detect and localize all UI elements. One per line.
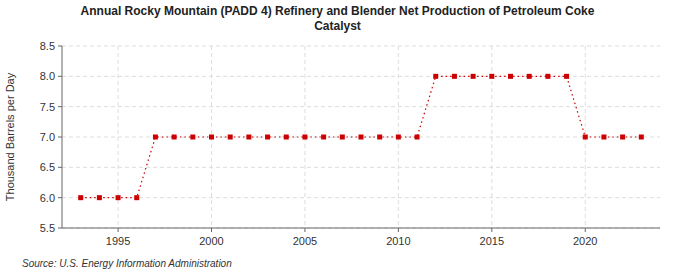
x-tick-label: 2000 [199,235,223,247]
y-axis-label: Thousand Barrels per Day [4,72,16,201]
x-grid-line [491,46,492,228]
x-tick-label: 2010 [386,235,410,247]
marker [228,135,233,140]
marker [452,74,457,79]
marker [190,135,195,140]
marker [284,135,289,140]
y-grid-line [62,167,660,168]
grid [62,46,660,228]
marker [302,135,307,140]
marker [116,195,121,200]
y-tick [58,167,62,168]
marker [246,135,251,140]
marker [564,74,569,79]
x-tick [118,228,119,232]
marker [601,135,606,140]
x-axis-line [62,228,660,229]
x-tick [211,228,212,232]
marker [377,135,382,140]
x-tick-label: 2015 [480,235,504,247]
chart: Annual Rocky Mountain (PADD 4) Refinery … [0,0,675,275]
x-tick [585,228,586,232]
y-grid-line [62,197,660,198]
x-tick-label: 2020 [573,235,597,247]
y-tick [58,46,62,47]
y-grid-line [62,228,660,229]
marker [78,195,83,200]
title-line: Catalyst [314,19,361,33]
y-tick-label: 7.0 [40,131,55,143]
marker [359,135,364,140]
x-tick [304,228,305,232]
x-tick [491,228,492,232]
marker [433,74,438,79]
y-tick-label: 5.5 [40,222,55,234]
annotation: Source: U.S. Energy Information Administ… [22,258,232,269]
x-tick [398,228,399,232]
marker [489,74,494,79]
marker [265,135,270,140]
marker [415,135,420,140]
y-grid-line [62,76,660,77]
y-grid-line [62,106,660,107]
y-tick-label: 8.5 [40,40,55,52]
marker [471,74,476,79]
y-grid-line [62,46,660,47]
marker [545,74,550,79]
marker [134,195,139,200]
marker [172,135,177,140]
x-tick-label: 2005 [293,235,317,247]
x-grid-line [118,46,119,228]
y-tick-label: 6.0 [40,192,55,204]
data [78,74,644,200]
y-tick [58,228,62,229]
marker [508,74,513,79]
marker [340,135,345,140]
line [81,76,642,197]
title-line: Annual Rocky Mountain (PADD 4) Refinery … [81,4,595,18]
x-tick-label: 1995 [106,235,130,247]
y-tick [58,106,62,107]
marker [527,74,532,79]
marker [639,135,644,140]
y-tick-label: 8.0 [40,70,55,82]
marker [209,135,214,140]
marker [396,135,401,140]
title: Annual Rocky Mountain (PADD 4) Refinery … [81,4,595,33]
y-tick [58,197,62,198]
y-tick-label: 6.5 [40,161,55,173]
y-tick-label: 7.5 [40,101,55,113]
marker [321,135,326,140]
axes: 5.5 6.0 6.5 7.0 7.5 8.0 8.5 1995 2000 2005 2010 201… [40,40,660,247]
marker [620,135,625,140]
y-tick [58,76,62,77]
y-tick [58,137,62,138]
marker [583,135,588,140]
marker [153,135,158,140]
marker [97,195,102,200]
